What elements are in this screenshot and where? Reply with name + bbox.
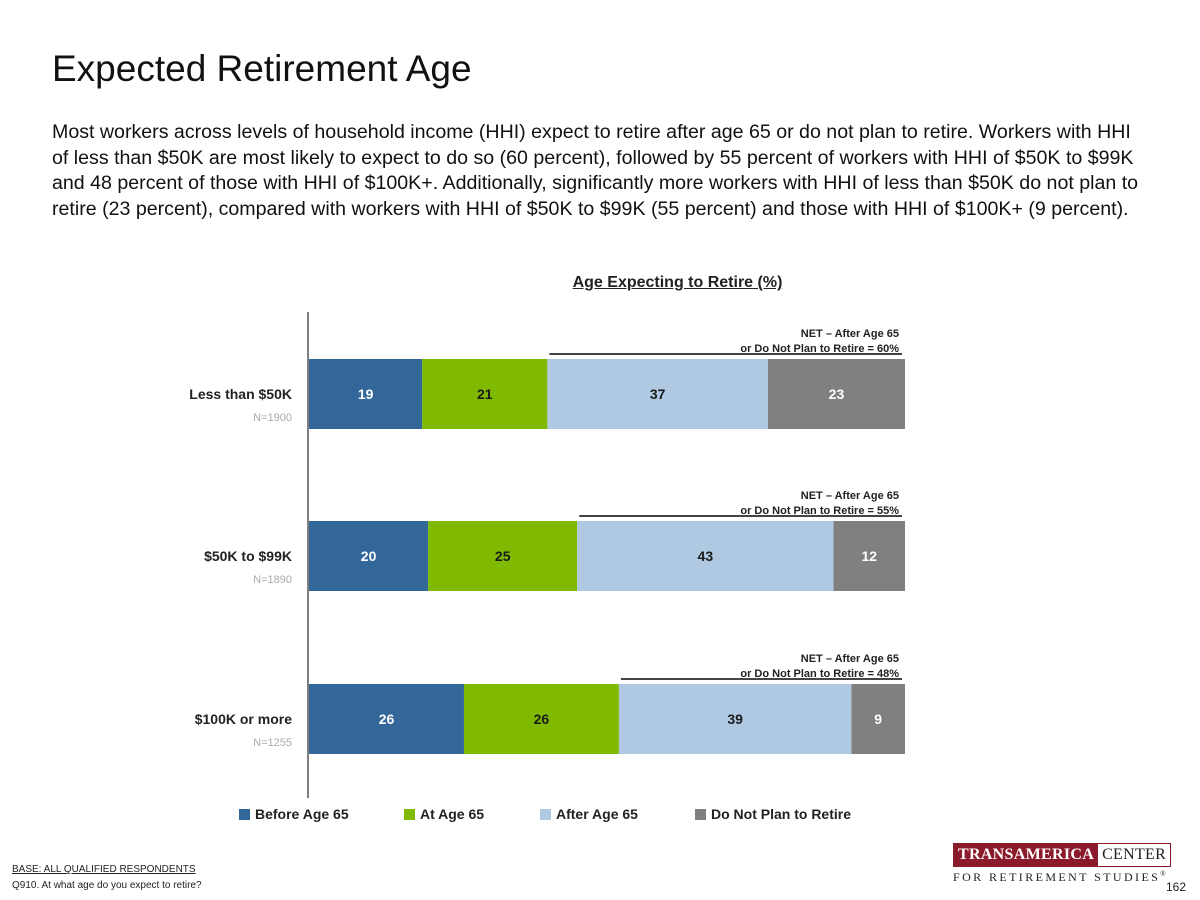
bar-value-label: 20	[361, 548, 377, 564]
legend-item: After Age 65	[540, 806, 638, 822]
bar-value-label: 43	[698, 548, 714, 564]
sample-size-label: N=1255	[253, 737, 292, 749]
page-title: Expected Retirement Age	[52, 48, 472, 89]
bar-segment	[428, 521, 578, 591]
legend-swatch	[404, 808, 415, 820]
legend-swatch	[239, 808, 250, 820]
net-annotation-line1: NET – After Age 65	[801, 653, 899, 665]
bar-value-label: 26	[534, 711, 550, 727]
bar-value-label: 9	[874, 711, 882, 727]
bar-value-label: 19	[358, 386, 374, 402]
bar-segment	[309, 521, 429, 591]
legend-label: After Age 65	[556, 806, 638, 822]
legend-swatch	[695, 808, 706, 820]
bar-value-label: 23	[829, 386, 845, 402]
legend-label: Before Age 65	[255, 806, 349, 822]
question-note: Q910. At what age do you expect to retir…	[12, 880, 202, 891]
bar-value-label: 26	[379, 711, 395, 727]
bar-segment	[309, 684, 464, 754]
net-annotation-line2: or Do Not Plan to Retire = 48%	[740, 668, 899, 680]
chart-title: Age Expecting to Retire (%)	[572, 274, 783, 291]
logo-text-right: CENTER	[1102, 846, 1167, 863]
sample-size-label: N=1900	[253, 412, 292, 424]
legend-item: At Age 65	[404, 806, 484, 822]
category-label: $50K to $99K	[204, 548, 292, 564]
legend-swatch	[540, 808, 551, 820]
transamerica-logo: TRANSAMERICA CENTER FOR RETIREMENT STUDI…	[953, 843, 1172, 885]
bar-segment	[851, 684, 905, 754]
legend-label: At Age 65	[420, 806, 485, 822]
net-annotation-line2: or Do Not Plan to Retire = 60%	[740, 343, 899, 355]
legend-item: Do Not Plan to Retire	[695, 806, 851, 822]
bar-segment	[422, 359, 548, 429]
legend-label: Do Not Plan to Retire	[711, 806, 852, 822]
bar-segment	[463, 684, 619, 754]
page-number: 162	[1166, 880, 1187, 894]
chart-legend: Before Age 65 At Age 65 After Age 65 Do Not…	[0, 806, 1200, 826]
base-note: BASE: ALL QUALIFIED RESPONDENTS	[12, 864, 196, 875]
bar-value-label: 39	[727, 711, 743, 727]
bar-value-label: 25	[495, 548, 511, 564]
sample-size-label: N=1890	[253, 574, 292, 586]
bar-segment	[833, 521, 905, 591]
net-annotation-line2: or Do Not Plan to Retire = 55%	[740, 505, 899, 517]
logo-text-left: TRANSAMERICA	[954, 844, 1099, 866]
bar-segment	[577, 521, 834, 591]
bar-segment	[309, 359, 423, 429]
net-annotation-line1: NET – After Age 65	[801, 328, 899, 340]
category-label: $100K or more	[195, 711, 292, 727]
bar-segment	[618, 684, 852, 754]
bar-segment	[767, 359, 905, 429]
logo-subtitle: FOR RETIREMENT STUDIES®	[953, 870, 1166, 884]
net-annotation-line1: NET – After Age 65	[801, 490, 899, 502]
bar-segment	[547, 359, 768, 429]
legend-item: Before Age 65	[239, 806, 349, 822]
bar-value-label: 12	[861, 548, 877, 564]
bar-value-label: 37	[650, 386, 666, 402]
category-label: Less than $50K	[189, 386, 292, 402]
intro-paragraph: Most workers across levels of household …	[52, 121, 1139, 220]
bar-value-label: 21	[477, 386, 493, 402]
